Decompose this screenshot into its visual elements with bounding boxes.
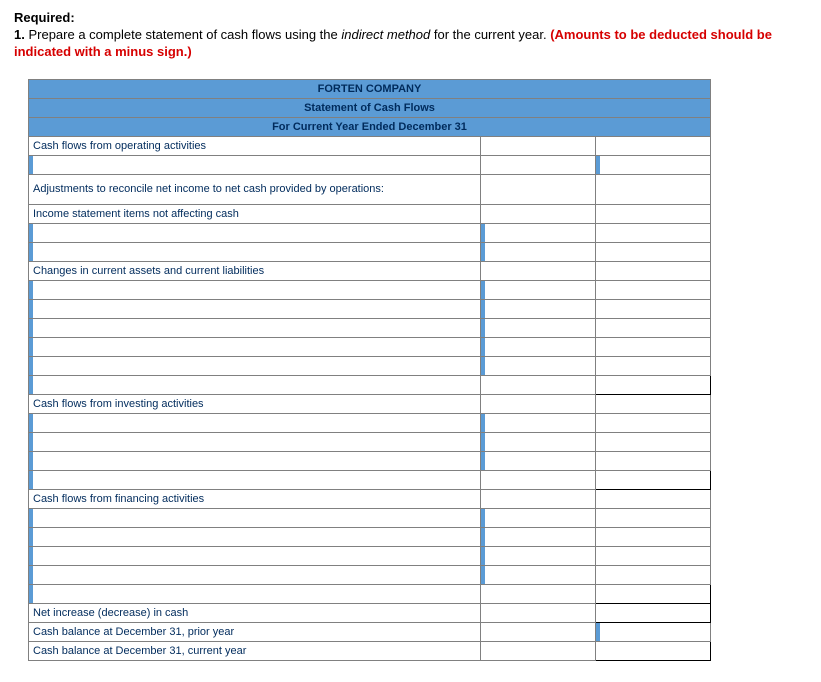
computed-amount bbox=[596, 375, 711, 394]
input-amount[interactable] bbox=[481, 337, 596, 356]
input-amount[interactable] bbox=[481, 432, 596, 451]
cell-blank bbox=[481, 489, 596, 508]
input-amount[interactable] bbox=[481, 299, 596, 318]
input-desc[interactable] bbox=[29, 432, 481, 451]
req-num: 1. bbox=[14, 27, 28, 42]
input-amount[interactable] bbox=[481, 527, 596, 546]
input-amount[interactable] bbox=[481, 508, 596, 527]
req-b: for the current year. bbox=[430, 27, 550, 42]
row-income-items: Income statement items not affecting cas… bbox=[29, 204, 481, 223]
row-inv-header: Cash flows from investing activities bbox=[29, 394, 481, 413]
cell-blank bbox=[481, 174, 596, 204]
cell-blank bbox=[596, 394, 711, 413]
cell-blank bbox=[596, 451, 711, 470]
input-amount[interactable] bbox=[596, 155, 711, 174]
cell-blank bbox=[481, 136, 596, 155]
cell-blank bbox=[596, 432, 711, 451]
cell-blank bbox=[596, 280, 711, 299]
required-label: Required: bbox=[14, 10, 807, 25]
cell-blank bbox=[596, 413, 711, 432]
cell-blank bbox=[596, 223, 711, 242]
hdr-title: Statement of Cash Flows bbox=[29, 98, 711, 117]
input-desc[interactable] bbox=[29, 299, 481, 318]
input-amount[interactable] bbox=[481, 546, 596, 565]
row-fin-header: Cash flows from financing activities bbox=[29, 489, 481, 508]
cell-blank bbox=[596, 204, 711, 223]
cell-blank bbox=[481, 155, 596, 174]
input-amount[interactable] bbox=[481, 223, 596, 242]
cell-blank bbox=[481, 204, 596, 223]
cell-blank bbox=[481, 261, 596, 280]
cell-blank bbox=[481, 394, 596, 413]
row-net-change: Net increase (decrease) in cash bbox=[29, 603, 481, 622]
row-op-header: Cash flows from operating activities bbox=[29, 136, 481, 155]
row-bal-current: Cash balance at December 31, current yea… bbox=[29, 641, 481, 660]
input-desc[interactable] bbox=[29, 508, 481, 527]
cell-blank bbox=[481, 584, 596, 603]
hdr-company: FORTEN COMPANY bbox=[29, 79, 711, 98]
input-desc[interactable] bbox=[29, 155, 481, 174]
cell-blank bbox=[481, 470, 596, 489]
computed-amount bbox=[596, 603, 711, 622]
cell-blank bbox=[596, 318, 711, 337]
hdr-period: For Current Year Ended December 31 bbox=[29, 117, 711, 136]
input-desc[interactable] bbox=[29, 527, 481, 546]
required-instruction: 1. Prepare a complete statement of cash … bbox=[14, 27, 807, 61]
cashflow-table: FORTEN COMPANY Statement of Cash Flows F… bbox=[28, 79, 711, 661]
cell-blank bbox=[596, 299, 711, 318]
cell-blank bbox=[481, 603, 596, 622]
input-desc[interactable] bbox=[29, 223, 481, 242]
cell-blank bbox=[596, 337, 711, 356]
cell-blank bbox=[481, 641, 596, 660]
input-amount[interactable] bbox=[481, 565, 596, 584]
cell-blank bbox=[596, 508, 711, 527]
input-desc[interactable] bbox=[29, 337, 481, 356]
input-amount[interactable] bbox=[481, 242, 596, 261]
input-amount[interactable] bbox=[481, 356, 596, 375]
input-desc[interactable] bbox=[29, 318, 481, 337]
cell-blank bbox=[596, 136, 711, 155]
computed-amount bbox=[596, 584, 711, 603]
cell-blank bbox=[596, 356, 711, 375]
input-desc[interactable] bbox=[29, 413, 481, 432]
input-desc[interactable] bbox=[29, 565, 481, 584]
cell-blank bbox=[481, 622, 596, 641]
input-desc[interactable] bbox=[29, 280, 481, 299]
input-amount[interactable] bbox=[596, 622, 711, 641]
input-desc[interactable] bbox=[29, 356, 481, 375]
cell-blank bbox=[481, 375, 596, 394]
input-desc[interactable] bbox=[29, 470, 481, 489]
cell-blank bbox=[596, 546, 711, 565]
input-amount[interactable] bbox=[481, 451, 596, 470]
input-desc[interactable] bbox=[29, 584, 481, 603]
computed-amount bbox=[596, 470, 711, 489]
input-desc[interactable] bbox=[29, 375, 481, 394]
input-desc[interactable] bbox=[29, 451, 481, 470]
row-adjustments: Adjustments to reconcile net income to n… bbox=[29, 174, 481, 204]
input-amount[interactable] bbox=[481, 280, 596, 299]
input-amount[interactable] bbox=[481, 413, 596, 432]
cell-blank bbox=[596, 242, 711, 261]
cell-blank bbox=[596, 565, 711, 584]
cell-blank bbox=[596, 527, 711, 546]
row-changes: Changes in current assets and current li… bbox=[29, 261, 481, 280]
cell-blank bbox=[596, 261, 711, 280]
req-a: Prepare a complete statement of cash flo… bbox=[28, 27, 341, 42]
cell-blank bbox=[596, 174, 711, 204]
cell-blank bbox=[596, 489, 711, 508]
req-italic: indirect method bbox=[341, 27, 430, 42]
row-bal-prior: Cash balance at December 31, prior year bbox=[29, 622, 481, 641]
input-desc[interactable] bbox=[29, 546, 481, 565]
input-amount[interactable] bbox=[481, 318, 596, 337]
computed-amount bbox=[596, 641, 711, 660]
input-desc[interactable] bbox=[29, 242, 481, 261]
